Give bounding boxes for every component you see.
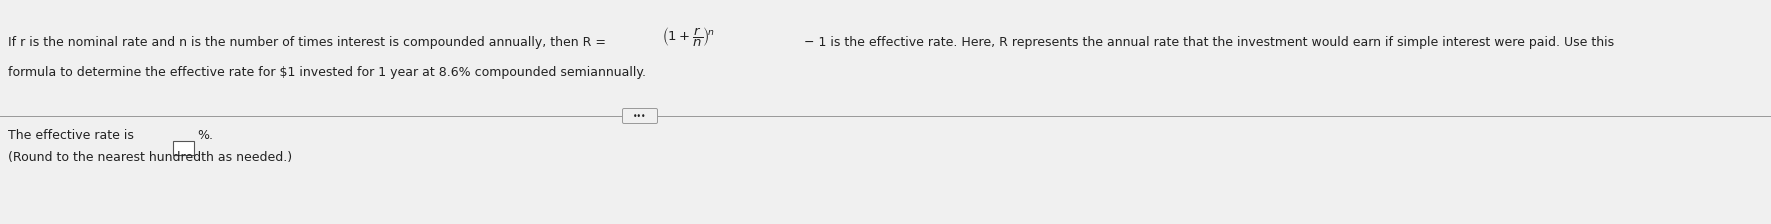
- FancyBboxPatch shape: [174, 140, 195, 155]
- Text: − 1 is the effective rate. Here, R represents the annual rate that the investmen: − 1 is the effective rate. Here, R repre…: [800, 36, 1613, 49]
- Text: %.: %.: [197, 129, 213, 142]
- Text: $\left(1+\dfrac{r}{n}\right)^{\!n}$: $\left(1+\dfrac{r}{n}\right)^{\!n}$: [662, 26, 715, 49]
- FancyBboxPatch shape: [622, 108, 657, 123]
- Text: formula to determine the effective rate for $1 invested for 1 year at 8.6% compo: formula to determine the effective rate …: [9, 66, 646, 79]
- Text: If r is the nominal rate and n is the number of times interest is compounded ann: If r is the nominal rate and n is the nu…: [9, 36, 609, 49]
- Text: The effective rate is: The effective rate is: [9, 129, 135, 142]
- Text: •••: •••: [634, 112, 646, 121]
- Text: (Round to the nearest hundredth as needed.): (Round to the nearest hundredth as neede…: [9, 151, 292, 164]
